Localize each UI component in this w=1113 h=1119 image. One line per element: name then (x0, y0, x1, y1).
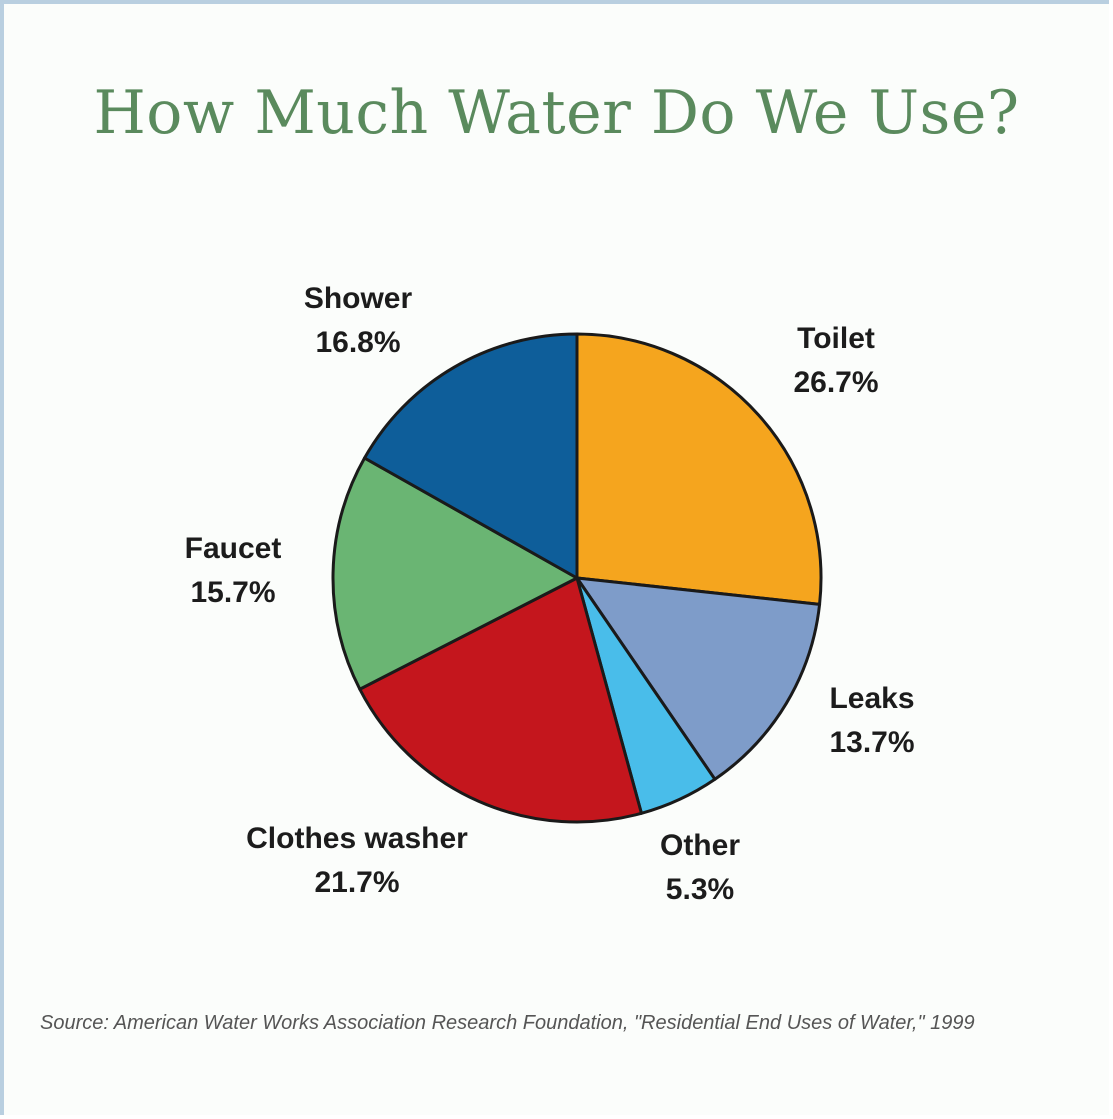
slice-value-clothes-washer: 21.7% (314, 866, 399, 899)
slice-value-toilet: 26.7% (793, 366, 878, 399)
pie-slice-leaks (575, 576, 822, 781)
chart-title: How Much Water Do We Use? (93, 78, 1020, 148)
slice-label-shower: Shower (304, 282, 413, 315)
slice-value-other: 5.3% (666, 873, 734, 906)
slice-value-leaks: 13.7% (829, 726, 914, 759)
source-note: Source: American Water Works Association… (40, 1012, 975, 1034)
pie-slice-clothes-washer (358, 576, 643, 824)
slice-label-toilet: Toilet (797, 322, 875, 355)
slice-label-leaks: Leaks (829, 682, 914, 715)
pie-slice-shower (363, 332, 579, 580)
pie-slices (331, 332, 823, 824)
pie-labels: Toilet 26.7% Leaks 13.7% Other 5.3% Clothes wa… (185, 282, 915, 906)
slice-label-clothes-washer: Clothes washer (246, 822, 468, 855)
pie-slice-faucet (331, 456, 579, 691)
slice-label-faucet: Faucet (185, 532, 282, 565)
slice-value-faucet: 15.7% (190, 576, 275, 609)
pie-slice-toilet (575, 332, 823, 606)
slice-value-shower: 16.8% (315, 326, 400, 359)
slice-label-other: Other (660, 829, 740, 862)
